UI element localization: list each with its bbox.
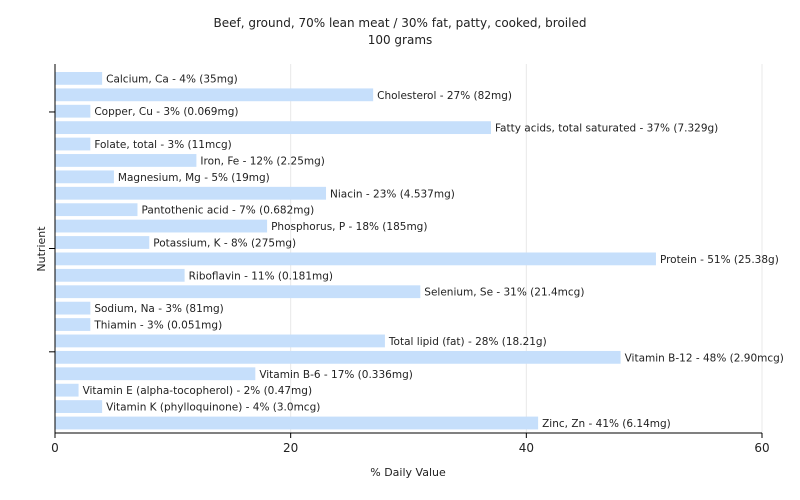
bar-0 [55, 72, 103, 85]
bar-2 [55, 104, 91, 118]
bar-21 [55, 416, 539, 430]
bar-5 [55, 154, 197, 167]
chart-subtitle: 100 grams [368, 33, 433, 47]
bar-1 [55, 88, 374, 102]
bar-6 [55, 170, 114, 184]
y-axis-title: Nutrient [35, 226, 48, 272]
bar-label-21: Zinc, Zn - 41% (6.14mg) [542, 418, 671, 430]
bar-label-17: Vitamin B-12 - 48% (2.90mcg) [625, 352, 784, 364]
bar-label-9: Phosphorus, P - 18% (185mg) [271, 221, 427, 233]
x-tick-label-0: 0 [51, 441, 59, 455]
bar-label-4: Folate, total - 3% (11mcg) [94, 139, 231, 151]
x-axis-title: % Daily Value [370, 466, 446, 479]
bar-label-5: Iron, Fe - 12% (2.25mg) [200, 155, 324, 167]
bar-7 [55, 186, 327, 200]
bar-14 [55, 301, 91, 315]
bars: Calcium, Ca - 4% (35mg) Cholesterol - 27%… [55, 72, 784, 430]
bar-20 [55, 400, 103, 413]
bar-15 [55, 318, 91, 331]
x-tick-label-3: 60 [754, 441, 769, 455]
bar-12 [55, 268, 185, 282]
bar-label-16: Total lipid (fat) - 28% (18.21g) [388, 336, 547, 348]
bar-label-0: Calcium, Ca - 4% (35mg) [106, 73, 238, 85]
chart-title: Beef, ground, 70% lean meat / 30% fat, p… [214, 16, 587, 30]
bar-label-11: Protein - 51% (25.38g) [660, 254, 779, 266]
bar-label-18: Vitamin B-6 - 17% (0.336mg) [259, 369, 413, 381]
bar-label-20: Vitamin K (phylloquinone) - 4% (3.0mcg) [106, 402, 320, 414]
axes: 0 20 40 60 [49, 64, 770, 455]
bar-9 [55, 219, 268, 233]
bar-13 [55, 285, 421, 299]
x-tick-label-1: 20 [283, 441, 298, 455]
bar-label-12: Riboflavin - 11% (0.181mg) [189, 270, 333, 282]
bar-10 [55, 236, 150, 249]
bar-4 [55, 137, 91, 151]
bar-8 [55, 203, 138, 217]
bar-label-3: Fatty acids, total saturated - 37% (7.32… [495, 123, 718, 135]
bar-label-7: Niacin - 23% (4.537mg) [330, 188, 455, 200]
bar-label-15: Thiamin - 3% (0.051mg) [93, 320, 222, 332]
bar-label-13: Selenium, Se - 31% (21.4mcg) [424, 287, 584, 299]
bar-label-8: Pantothenic acid - 7% (0.682mg) [141, 205, 314, 217]
bar-17 [55, 350, 621, 364]
bar-label-10: Potassium, K - 8% (275mg) [153, 237, 296, 249]
bar-label-2: Copper, Cu - 3% (0.069mg) [94, 106, 238, 118]
bar-label-1: Cholesterol - 27% (82mg) [377, 90, 512, 102]
bar-label-6: Magnesium, Mg - 5% (19mg) [118, 172, 270, 184]
bar-19 [55, 383, 79, 397]
bar-16 [55, 334, 385, 348]
bar-3 [55, 121, 491, 135]
bar-label-14: Sodium, Na - 3% (81mg) [94, 303, 223, 315]
x-tick-label-2: 40 [519, 441, 534, 455]
bar-label-19: Vitamin E (alpha-tocopherol) - 2% (0.47m… [83, 385, 312, 397]
bar-18 [55, 367, 256, 381]
bar-11 [55, 252, 656, 266]
